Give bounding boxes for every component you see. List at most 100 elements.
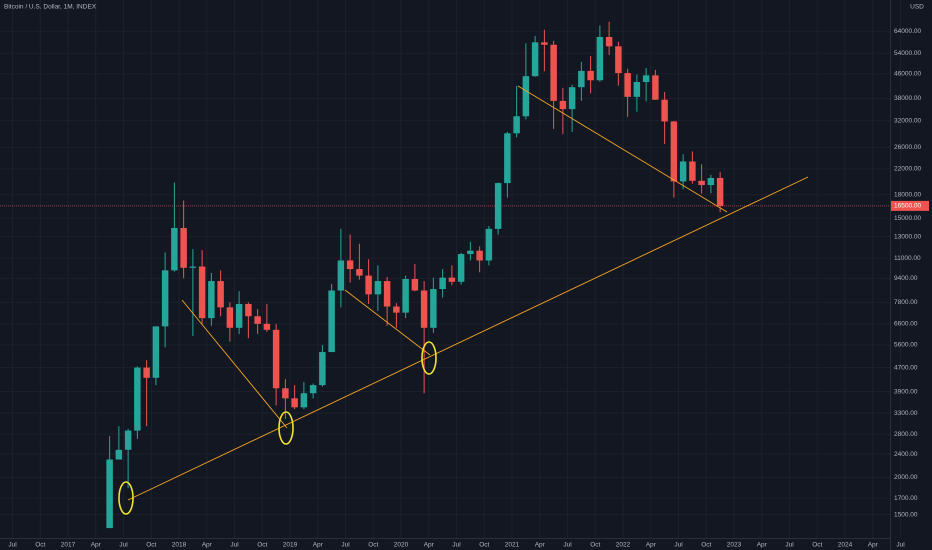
candle-body (707, 177, 715, 186)
candle-body (559, 100, 567, 110)
y-tick-label: 6600.00 (894, 321, 918, 328)
x-tick-label: Oct (368, 542, 378, 549)
candle-body (189, 266, 197, 268)
chart-title: Bitcoin / U.S. Dollar, 1M, INDEX (4, 4, 97, 11)
candle-body (143, 367, 150, 378)
candle-body (670, 121, 678, 182)
candles (106, 21, 724, 529)
candle-body (531, 42, 539, 77)
x-tick-label: Jul (896, 542, 905, 549)
x-tick-label: Apr (313, 542, 324, 549)
candle-body (615, 46, 622, 74)
candle-body (208, 281, 215, 319)
y-tick-label: 4700.00 (894, 364, 918, 371)
candle-body (642, 75, 650, 83)
candle-body (439, 277, 446, 290)
candle-body (161, 270, 169, 327)
candle-body (679, 161, 687, 182)
candle-body (328, 290, 335, 353)
y-tick-label: 22000.00 (894, 166, 921, 173)
candle-body (568, 87, 576, 110)
x-tick-label: Jul (785, 542, 794, 549)
trend-line (127, 176, 809, 501)
x-tick-label: Jul (119, 542, 128, 549)
x-tick-label: Oct (701, 542, 711, 549)
x-tick-label: Oct (257, 542, 267, 549)
candle-body (578, 70, 585, 88)
x-tick-label: Jul (230, 542, 239, 549)
x-tick-label: Apr (202, 542, 213, 549)
x-tick-label: Oct (590, 542, 600, 549)
y-tick-label: 26000.00 (894, 144, 921, 151)
candle-body (319, 352, 326, 386)
y-axis-label: USD (910, 4, 924, 11)
candle-body (541, 42, 548, 45)
candle-body (587, 70, 594, 81)
candle-body (152, 326, 160, 378)
drawings (118, 85, 809, 515)
x-tick-label: Apr (646, 542, 657, 549)
candle-body (272, 329, 280, 389)
grid (0, 205, 890, 207)
y-tick-label: 46000.00 (894, 71, 921, 78)
x-tick-label: Apr (868, 542, 879, 549)
y-tick-label: 11000.00 (894, 255, 921, 262)
candle-body (624, 73, 631, 97)
candle-body (661, 99, 668, 122)
x-tick-label: Jul (563, 542, 572, 549)
candle-body (124, 430, 132, 450)
trend-line (344, 289, 431, 356)
candle-body (550, 44, 557, 101)
candle-body (235, 303, 243, 328)
x-tick-label: 2019 (283, 542, 298, 549)
trend-line (181, 299, 288, 429)
candle-body (171, 227, 178, 271)
highlight-circle (118, 481, 134, 515)
y-tick-label: 15000.00 (894, 215, 921, 222)
candle-body (430, 289, 437, 328)
candle-body (393, 306, 400, 313)
x-tick-label: Jul (452, 542, 461, 549)
x-tick-label: Apr (757, 542, 768, 549)
candle-body (226, 307, 234, 328)
x-tick-label: 2020 (394, 542, 409, 549)
candle-body (134, 367, 141, 431)
candle-body (365, 275, 372, 295)
candle-body (522, 76, 530, 117)
candle-body (448, 277, 456, 282)
price-label-box (891, 200, 929, 211)
candle-body (198, 266, 206, 319)
candle-body (106, 459, 113, 529)
y-tick-label: 7800.00 (894, 299, 918, 306)
y-tick-label: 9400.00 (894, 275, 918, 282)
candle-body (467, 250, 474, 255)
x-tick-label: 2022 (616, 542, 631, 549)
candle-body (282, 388, 289, 399)
x-tick-label: Apr (535, 542, 546, 549)
candle-body (485, 228, 493, 261)
candle-body (652, 75, 659, 100)
y-tick-label: 64000.00 (894, 28, 921, 35)
x-tick-label: Jul (674, 542, 683, 549)
x-tick-label: 2021 (505, 542, 520, 549)
y-tick-label: 38000.00 (894, 95, 921, 102)
candle-body (513, 116, 520, 134)
candle-body (263, 323, 271, 330)
candle-body (346, 260, 354, 270)
candle-body (309, 385, 317, 394)
candle-body (402, 279, 409, 313)
trend-line (517, 85, 728, 213)
highlight-circle (278, 411, 294, 445)
y-tick-label: 54000.00 (894, 50, 921, 57)
candle-body (337, 260, 345, 291)
y-tick-label: 2800.00 (894, 431, 918, 438)
x-tick-label: 2024 (838, 542, 853, 549)
x-tick-label: Oct (35, 542, 45, 549)
highlight-circle (421, 341, 437, 375)
candle-body (374, 281, 382, 295)
y-tick-label: 3900.00 (894, 388, 918, 395)
candle-body (494, 183, 502, 229)
